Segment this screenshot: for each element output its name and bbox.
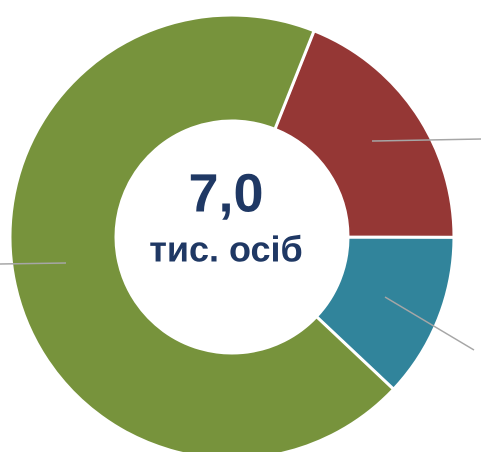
donut-slice: [273, 29, 456, 239]
donut-slice: [8, 13, 396, 452]
leader-line: [371, 138, 481, 142]
center-unit: тис. осіб: [149, 229, 303, 270]
center-value: 7,0: [188, 163, 263, 223]
slices: [8, 13, 456, 452]
leader-line: [0, 262, 67, 265]
leader-line: [384, 296, 475, 351]
